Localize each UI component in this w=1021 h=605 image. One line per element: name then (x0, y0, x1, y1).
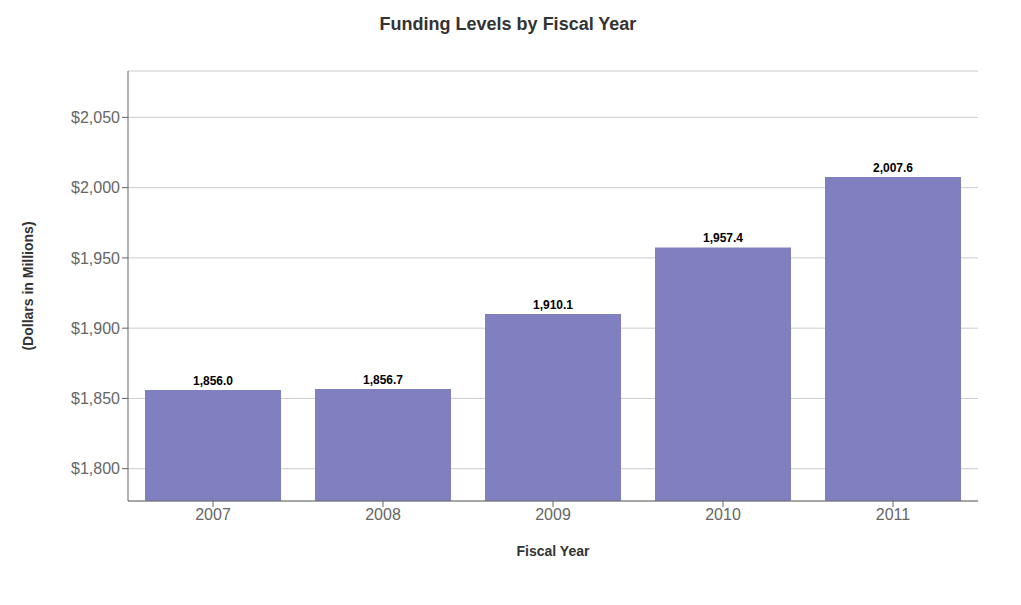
svg-text:(Dollars in Millions): (Dollars in Millions) (20, 221, 36, 350)
svg-text:1,856.0: 1,856.0 (193, 374, 233, 388)
svg-text:$2,050: $2,050 (71, 109, 120, 126)
svg-text:2009: 2009 (535, 506, 571, 523)
svg-text:$2,000: $2,000 (71, 179, 120, 196)
svg-text:2,007.6: 2,007.6 (873, 161, 913, 175)
svg-text:1,856.7: 1,856.7 (363, 373, 403, 387)
svg-text:$1,850: $1,850 (71, 390, 120, 407)
svg-text:$1,950: $1,950 (71, 250, 120, 267)
svg-text:2007: 2007 (195, 506, 231, 523)
svg-text:2008: 2008 (365, 506, 401, 523)
svg-text:2011: 2011 (876, 506, 911, 523)
svg-text:Fiscal Year: Fiscal Year (517, 543, 590, 559)
svg-text:2010: 2010 (705, 506, 741, 523)
html-text:Funding Levels by Fiscal Year: Funding Levels by Fiscal Year (379, 14, 637, 34)
svg-text:1,910.1: 1,910.1 (533, 298, 573, 312)
svg-text:$1,800: $1,800 (71, 460, 120, 477)
svg-text:$1,900: $1,900 (71, 320, 120, 337)
svg-text:1,957.4: 1,957.4 (703, 231, 743, 245)
